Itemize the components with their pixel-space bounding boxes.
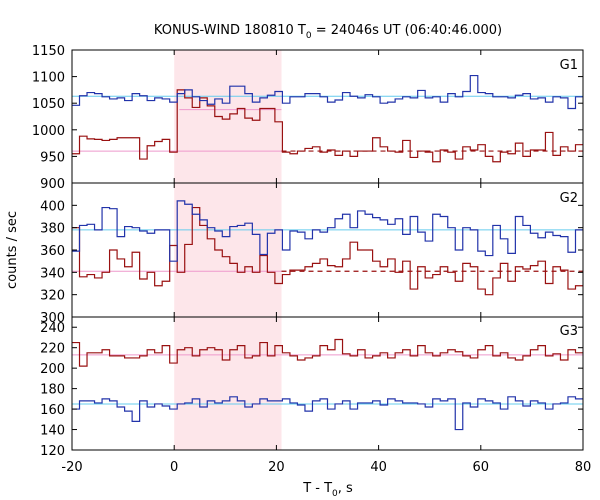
chart-title: KONUS-WIND 180810 T0 = 24046s UT (06:40:… <box>154 23 502 41</box>
y-tick-label: 1000 <box>32 124 65 139</box>
red-series-g3 <box>72 338 583 367</box>
y-tick-label: 380 <box>40 222 65 237</box>
panel-label-g3: G3 <box>560 324 578 339</box>
y-tick-label: 320 <box>40 289 65 304</box>
x-tick-label: 20 <box>268 460 285 475</box>
y-tick-label: 400 <box>40 199 65 214</box>
y-tick-label: 240 <box>40 321 65 336</box>
x-axis-label: T - T0, s <box>302 481 353 499</box>
y-tick-label: 160 <box>40 403 65 418</box>
y-tick-label: 1100 <box>32 71 65 86</box>
x-tick-label: -20 <box>61 460 82 475</box>
y-tick-label: 950 <box>40 150 65 165</box>
y-tick-label: 180 <box>40 383 65 398</box>
y-axis-label: counts / sec <box>5 211 20 289</box>
panel-label-g1: G1 <box>560 58 578 73</box>
red-series-g2 <box>72 206 583 296</box>
axis-ticks: -20 0 20 40 60 80 900 950 1000 1050 1100 1150 300 320… <box>32 44 591 475</box>
red-series-g1 <box>72 89 583 163</box>
x-tick-label: 80 <box>575 460 592 475</box>
y-tick-label: 120 <box>40 444 65 459</box>
y-tick-label: 1150 <box>32 44 65 59</box>
x-tick-label: 0 <box>170 460 178 475</box>
y-tick-label: 340 <box>40 266 65 281</box>
blue-series-g1 <box>72 74 583 110</box>
y-tick-label: 140 <box>40 424 65 439</box>
y-tick-label: 900 <box>40 177 65 192</box>
x-tick-label: 60 <box>473 460 490 475</box>
y-tick-label: 300 <box>40 311 65 326</box>
blue-series-g3 <box>72 396 583 431</box>
plot-frame <box>71 49 584 451</box>
panel-label-g2: G2 <box>560 191 578 206</box>
y-tick-label: 1050 <box>32 97 65 112</box>
y-tick-label: 220 <box>40 342 65 357</box>
x-tick-label: 40 <box>370 460 387 475</box>
series-layer <box>72 74 583 431</box>
blue-series-g2 <box>72 200 583 262</box>
y-tick-label: 360 <box>40 244 65 259</box>
background-level-lines <box>72 95 583 405</box>
y-tick-label: 200 <box>40 362 65 377</box>
highlight-interval <box>174 50 282 450</box>
